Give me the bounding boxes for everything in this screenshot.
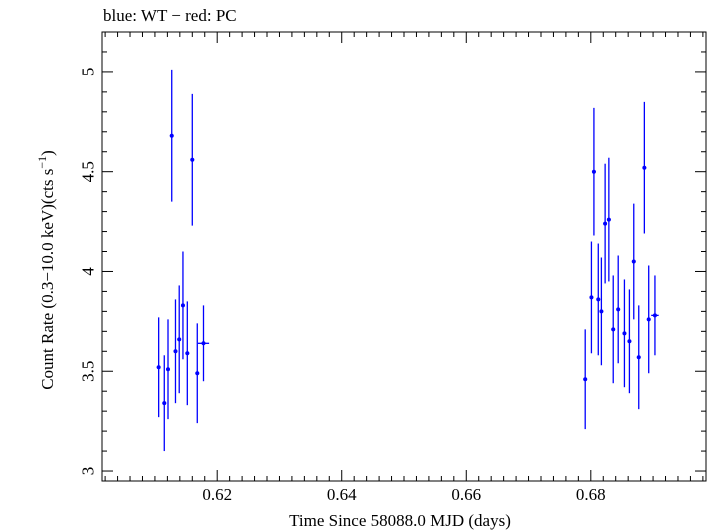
data-marker xyxy=(201,341,206,346)
data-marker xyxy=(596,297,601,302)
data-point xyxy=(195,323,200,424)
data-marker xyxy=(166,367,171,372)
y-tick-label: 3.5 xyxy=(79,361,98,382)
data-marker xyxy=(603,221,608,226)
data-marker xyxy=(599,309,604,314)
data-point xyxy=(156,317,161,418)
data-point xyxy=(583,329,588,430)
data-point xyxy=(616,255,621,364)
data-marker xyxy=(631,259,636,264)
y-tick-label: 3 xyxy=(79,467,98,476)
data-marker xyxy=(591,169,596,174)
data-marker xyxy=(180,303,185,308)
data-point xyxy=(646,265,651,374)
data-marker xyxy=(636,355,641,360)
data-marker xyxy=(622,331,627,336)
data-point xyxy=(627,289,632,394)
data-point xyxy=(611,275,616,384)
y-tick-label: 4.5 xyxy=(79,161,98,182)
data-point xyxy=(169,69,174,202)
x-tick-label: 0.66 xyxy=(451,485,481,504)
data-marker xyxy=(177,337,182,342)
y-axis: 3 3.5 4 4.5 5 xyxy=(79,31,706,476)
data-marker xyxy=(652,313,657,318)
data-point xyxy=(599,257,604,366)
x-axis: 0.62 0.64 0.66 0.68 xyxy=(104,32,704,504)
x-tick-label: 0.68 xyxy=(576,485,606,504)
data-point xyxy=(631,203,636,320)
data-marker xyxy=(156,365,161,370)
data-marker xyxy=(190,157,195,162)
data-point xyxy=(185,301,190,406)
data-point xyxy=(636,305,641,410)
data-point xyxy=(606,157,611,282)
data-marker xyxy=(627,339,632,344)
data-point xyxy=(162,355,167,452)
data-marker xyxy=(185,351,190,356)
y-tick-label: 5 xyxy=(79,68,98,77)
data-point xyxy=(651,275,659,356)
data-marker xyxy=(583,377,588,382)
data-points xyxy=(156,69,659,452)
data-point xyxy=(591,107,596,236)
data-marker xyxy=(606,217,611,222)
y-axis-title-end: ) xyxy=(38,150,57,156)
y-axis-title: Count Rate (0.3−10.0 keV)(cts s−1) xyxy=(35,150,57,390)
y-axis-title-exponent: −1 xyxy=(35,156,49,169)
y-axis-title-main: Count Rate (0.3−10.0 keV)(cts s xyxy=(38,169,57,390)
x-axis-title: Time Since 58088.0 MJD (days) xyxy=(289,511,511,530)
y-tick-label: 4 xyxy=(79,267,98,276)
data-point xyxy=(197,305,210,382)
data-marker xyxy=(195,371,200,376)
data-marker xyxy=(589,295,594,300)
data-point xyxy=(166,319,171,420)
data-point xyxy=(589,241,594,354)
data-point xyxy=(180,251,185,360)
data-marker xyxy=(642,165,647,170)
data-point xyxy=(622,279,627,388)
data-point xyxy=(642,101,647,234)
data-point xyxy=(177,285,182,394)
x-tick-label: 0.62 xyxy=(202,485,232,504)
data-marker xyxy=(646,317,651,322)
data-point xyxy=(173,299,178,404)
data-point xyxy=(190,93,195,226)
data-point xyxy=(603,163,608,284)
data-point xyxy=(596,243,601,356)
x-tick-label: 0.64 xyxy=(327,485,357,504)
data-marker xyxy=(169,133,174,138)
data-marker xyxy=(173,349,178,354)
data-marker xyxy=(611,327,616,332)
data-marker xyxy=(616,307,621,312)
chart-title: blue: WT − red: PC xyxy=(103,6,237,25)
data-marker xyxy=(162,401,167,406)
